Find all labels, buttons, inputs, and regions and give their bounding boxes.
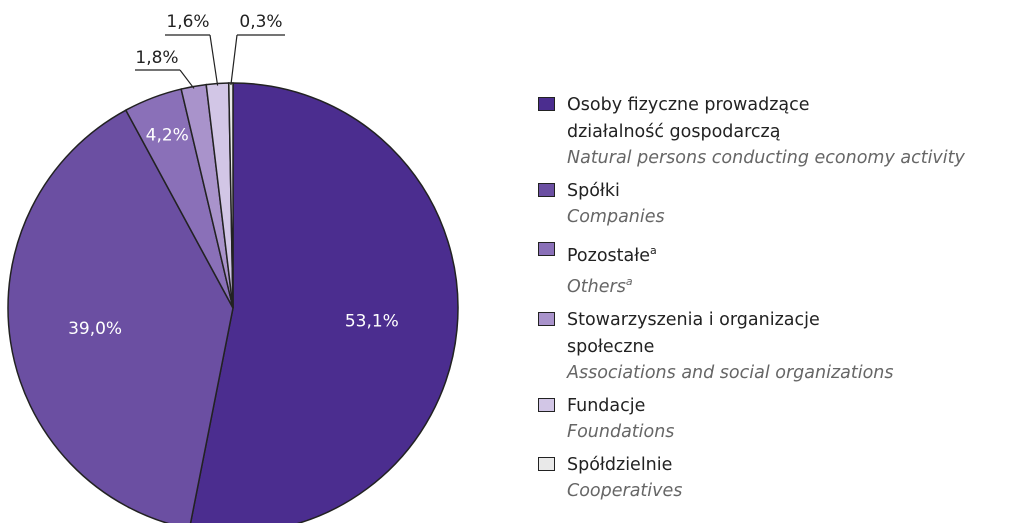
pie-slice xyxy=(189,82,459,523)
pie-chart: 53,1% 39,0% 4,2% 1,8% 1,6% 0,3% xyxy=(7,12,459,523)
legend-label-en: Cooperatives xyxy=(567,479,867,503)
footnote-mark: a xyxy=(649,244,657,257)
legend-name: Pozostałe xyxy=(567,245,650,266)
legend-swatch xyxy=(538,242,555,256)
legend-item: Stowarzyszenia i organizacje społeczne As… xyxy=(538,307,1008,385)
legend-label: Fundacje xyxy=(567,393,867,420)
legend-name: Stowarzyszenia i organizacje społeczne xyxy=(567,309,820,357)
slice-label: 53,1% xyxy=(345,312,399,332)
leader-line xyxy=(135,69,195,89)
legend-item: Pozostałea Othersa xyxy=(538,237,1008,299)
legend-swatch xyxy=(538,397,555,412)
footnote-mark: a xyxy=(625,274,633,288)
legend-label-en: Natural persons conducting economy activ… xyxy=(567,146,965,170)
legend-label: Spółki xyxy=(567,178,867,205)
legend-text: Osoby fizyczne prowadzące działalność go… xyxy=(567,92,965,170)
legend-swatch xyxy=(538,456,555,471)
legend-name-en: Others xyxy=(567,276,626,297)
legend-label-en: Foundations xyxy=(567,420,867,444)
legend-name-en: Associations and social organizations xyxy=(567,362,894,383)
leader-line xyxy=(230,34,285,86)
legend-label-en: Companies xyxy=(567,205,867,229)
legend-text: Spółdzielnie Cooperatives xyxy=(567,452,867,503)
legend-label-en: Associations and social organizations xyxy=(567,361,894,385)
legend-swatch xyxy=(538,311,555,326)
legend-name: Spółdzielnie xyxy=(567,454,673,475)
legend-name: Spółki xyxy=(567,181,620,201)
legend-name: Fundacje xyxy=(567,395,646,416)
legend-item: Osoby fizyczne prowadzące działalność go… xyxy=(538,92,1008,170)
legend-label: Stowarzyszenia i organizacje społeczne xyxy=(567,307,867,361)
slice-label: 1,6% xyxy=(166,12,209,32)
legend-name-en: Natural persons conducting economy activ… xyxy=(567,148,965,168)
slice-label: 4,2% xyxy=(146,126,189,146)
pie-slice xyxy=(7,109,234,523)
legend-item: Spółdzielnie Cooperatives xyxy=(538,452,1008,503)
legend-name-en: Foundations xyxy=(567,421,675,442)
legend-name: Osoby fizyczne prowadzące działalność go… xyxy=(567,95,810,142)
slice-label: 1,8% xyxy=(135,48,178,68)
legend-swatch xyxy=(538,183,555,197)
leader-line xyxy=(165,34,219,86)
legend-item: Spółki Companies xyxy=(538,178,1008,229)
legend-label: Osoby fizyczne prowadzące działalność go… xyxy=(567,92,867,146)
legend-label: Spółdzielnie xyxy=(567,452,867,479)
slice-label: 39,0% xyxy=(68,319,122,339)
legend-label: Pozostałea xyxy=(567,237,867,270)
slice-label: 0,3% xyxy=(239,12,282,32)
legend-text: Pozostałea Othersa xyxy=(567,237,867,299)
legend-text: Fundacje Foundations xyxy=(567,393,867,444)
legend-name-en: Companies xyxy=(567,207,665,227)
legend-text: Spółki Companies xyxy=(567,178,867,229)
legend-item: Fundacje Foundations xyxy=(538,393,1008,444)
legend-swatch xyxy=(538,97,555,111)
legend-label-en: Othersa xyxy=(567,270,867,299)
legend-text: Stowarzyszenia i organizacje społeczne As… xyxy=(567,307,894,385)
legend-name-en: Cooperatives xyxy=(567,480,683,501)
legend: Osoby fizyczne prowadzące działalność go… xyxy=(538,92,1008,511)
